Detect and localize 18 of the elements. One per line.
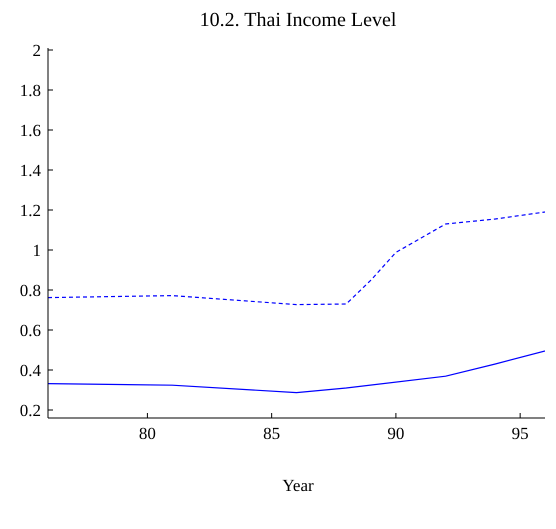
y-tick-label: 1.6	[20, 121, 41, 140]
y-tick-label: 0.8	[20, 281, 41, 300]
y-tick-label: 1	[32, 241, 41, 260]
x-axis-title: Year	[281, 476, 315, 496]
x-tick-label: 90	[387, 424, 404, 444]
line-series	[48, 350, 545, 394]
y-tick-label: 2	[32, 41, 41, 60]
y-tick-label: 0.2	[20, 401, 41, 420]
y-tick-label: 1.2	[20, 201, 41, 220]
y-tick-label: 0.6	[20, 321, 41, 340]
chart-title: 10.2. Thai Income Level	[198, 8, 398, 33]
line-series	[48, 211, 545, 306]
x-tick-label: 80	[138, 424, 156, 444]
x-tick-label: 85	[263, 424, 280, 444]
y-tick-label: 1.4	[20, 161, 42, 180]
y-tick-label: 1.8	[20, 81, 41, 100]
x-tick-label: 95	[512, 424, 529, 444]
y-tick-label: 0.4	[20, 361, 42, 380]
